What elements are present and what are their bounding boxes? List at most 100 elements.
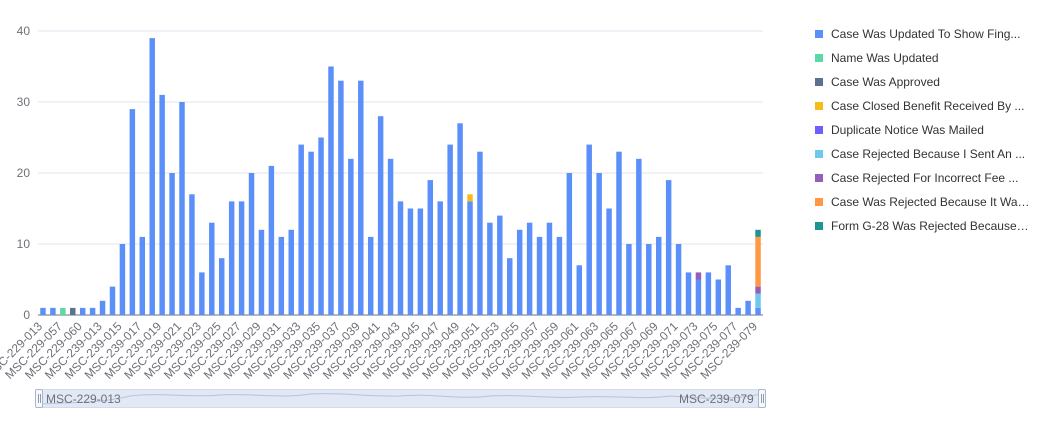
zoom-start-label: MSC-229-013: [46, 392, 121, 406]
zoom-end-label: MSC-239-079: [679, 392, 754, 406]
bar-segment[interactable]: [60, 307, 66, 315]
bar-segment[interactable]: [626, 244, 632, 315]
bar-segment[interactable]: [179, 102, 185, 315]
bar-segment[interactable]: [755, 286, 761, 294]
bar-segment[interactable]: [159, 94, 165, 316]
bar-segment[interactable]: [685, 272, 692, 315]
y-tick-label: 10: [17, 237, 31, 251]
bar-segment[interactable]: [139, 236, 146, 315]
bar-segment[interactable]: [99, 300, 106, 315]
bar-segment[interactable]: [695, 272, 702, 280]
bar-segment[interactable]: [70, 307, 76, 315]
bar-segment[interactable]: [755, 229, 761, 237]
bar-segment[interactable]: [228, 201, 235, 315]
legend-item[interactable]: Case Was Updated To Show Fing...: [815, 22, 1045, 46]
bar-segment[interactable]: [497, 215, 503, 315]
legend-item[interactable]: Duplicate Notice Was Mailed: [815, 118, 1045, 142]
bar-segment[interactable]: [308, 151, 314, 315]
bar-segment[interactable]: [189, 194, 195, 315]
bar-segment[interactable]: [467, 201, 473, 315]
bar-segment[interactable]: [616, 151, 622, 315]
bar-segment[interactable]: [50, 307, 56, 315]
bar-segment[interactable]: [318, 137, 324, 316]
legend-swatch: [815, 102, 823, 110]
bar-segment[interactable]: [219, 258, 225, 315]
bar-segment[interactable]: [377, 116, 384, 315]
bar-segment[interactable]: [348, 158, 354, 315]
bar-segment[interactable]: [437, 201, 443, 315]
bar-segment[interactable]: [387, 158, 394, 315]
bar-segment[interactable]: [526, 222, 533, 315]
bar-segment[interactable]: [487, 222, 493, 315]
legend-swatch: [815, 174, 823, 182]
bar-segment[interactable]: [447, 144, 453, 315]
legend-item[interactable]: Name Was Updated: [815, 46, 1045, 70]
bar-segment[interactable]: [119, 244, 126, 315]
legend-swatch: [815, 126, 823, 134]
legend-item[interactable]: Form G-28 Was Rejected Because I...: [815, 214, 1045, 238]
bar-segment[interactable]: [755, 293, 761, 308]
bar-segment[interactable]: [467, 194, 473, 202]
bar-segment[interactable]: [536, 236, 543, 315]
legend-item[interactable]: Case Was Rejected Because It Was...: [815, 190, 1045, 214]
bar-segment[interactable]: [655, 236, 662, 315]
bar-segment[interactable]: [427, 180, 434, 315]
bar-segment[interactable]: [725, 265, 731, 315]
zoom-handle-right[interactable]: [758, 389, 766, 408]
bar-segment[interactable]: [695, 279, 702, 316]
bar-segment[interactable]: [238, 201, 245, 315]
bar-segment[interactable]: [566, 173, 573, 315]
legend-swatch: [815, 222, 823, 230]
bar-segment[interactable]: [397, 201, 404, 315]
bar-segment[interactable]: [338, 80, 344, 315]
bar-segment[interactable]: [169, 173, 175, 315]
bar-segment[interactable]: [477, 151, 483, 315]
bar-segment[interactable]: [546, 222, 553, 315]
bar-segment[interactable]: [596, 173, 602, 315]
bar-segment[interactable]: [407, 208, 414, 316]
bar-segment[interactable]: [268, 165, 275, 315]
zoom-handle-left[interactable]: [35, 389, 43, 408]
bar-segment[interactable]: [636, 158, 642, 315]
bar-segment[interactable]: [646, 244, 652, 315]
bar-segment[interactable]: [199, 272, 205, 315]
bar-segment[interactable]: [576, 265, 582, 315]
bar-segment[interactable]: [248, 173, 255, 315]
bar-segment[interactable]: [40, 307, 46, 315]
bar-segment[interactable]: [507, 258, 513, 315]
bar-segment[interactable]: [715, 279, 722, 316]
legend-item[interactable]: Case Closed Benefit Received By ...: [815, 94, 1045, 118]
bar-segment[interactable]: [109, 286, 116, 315]
bar-segment[interactable]: [705, 272, 712, 315]
bar-segment[interactable]: [258, 229, 265, 315]
bar-segment[interactable]: [556, 236, 563, 315]
bar-segment[interactable]: [278, 236, 285, 315]
bar-segment[interactable]: [79, 307, 86, 315]
bar-segment[interactable]: [586, 144, 592, 315]
data-zoom-slider[interactable]: [39, 389, 762, 408]
bar-segment[interactable]: [367, 236, 374, 315]
bar-segment[interactable]: [516, 229, 523, 315]
zoom-preview-shape: [40, 393, 761, 405]
legend-item[interactable]: Case Rejected For Incorrect Fee ...: [815, 166, 1045, 190]
bar-segment[interactable]: [735, 307, 741, 315]
bar-segment[interactable]: [288, 229, 294, 315]
bar-segment[interactable]: [755, 307, 761, 315]
bar-segment[interactable]: [675, 244, 682, 315]
bar-segment[interactable]: [417, 208, 424, 316]
bar-segment[interactable]: [89, 307, 96, 315]
legend-item[interactable]: Case Rejected Because I Sent An ...: [815, 142, 1045, 166]
bar-segment[interactable]: [665, 180, 672, 315]
bar-segment[interactable]: [745, 300, 751, 315]
bar-segment[interactable]: [755, 236, 761, 287]
bar-segment[interactable]: [457, 123, 463, 315]
bar-segment[interactable]: [606, 208, 612, 316]
bar-segment[interactable]: [298, 144, 304, 315]
legend-swatch: [815, 30, 823, 38]
bar-segment[interactable]: [149, 38, 155, 315]
bar-segment[interactable]: [358, 80, 364, 315]
legend-item[interactable]: Case Was Approved: [815, 70, 1045, 94]
bar-segment[interactable]: [328, 66, 334, 316]
bar-segment[interactable]: [129, 109, 136, 315]
bar-segment[interactable]: [209, 222, 215, 315]
